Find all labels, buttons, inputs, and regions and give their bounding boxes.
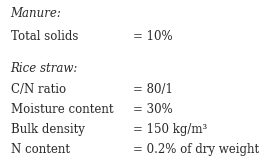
Text: = 30%: = 30% [133,103,173,116]
Text: Manure:: Manure: [11,7,61,20]
Text: = 150 kg/m³: = 150 kg/m³ [133,123,207,136]
Text: = 0.2% of dry weight: = 0.2% of dry weight [133,143,259,156]
Text: = 80/1: = 80/1 [133,83,173,96]
Text: Moisture content: Moisture content [11,103,113,116]
Text: Rice straw:: Rice straw: [11,61,78,75]
Text: Total solids: Total solids [11,29,78,43]
Text: C/N ratio: C/N ratio [11,83,66,96]
Text: N content: N content [11,143,70,156]
Text: = 10%: = 10% [133,29,173,43]
Text: Bulk density: Bulk density [11,123,85,136]
